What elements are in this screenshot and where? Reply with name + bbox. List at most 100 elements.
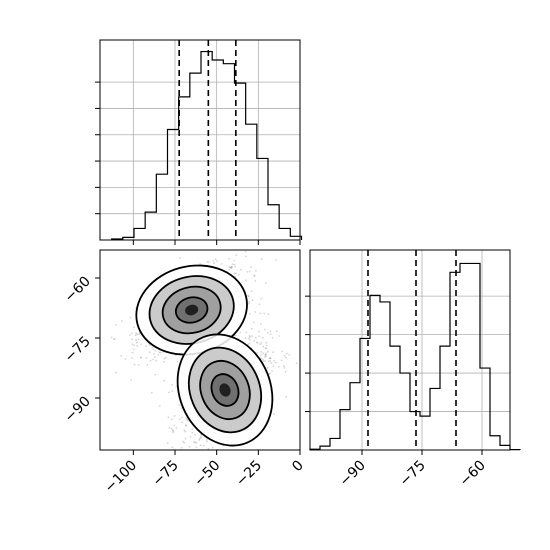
x-tick-label: −75 bbox=[150, 458, 182, 490]
histogram-step-y bbox=[309, 262, 521, 451]
scatter-point bbox=[148, 344, 151, 347]
scatter-point bbox=[131, 338, 133, 341]
scatter-point bbox=[152, 358, 155, 361]
scatter-point bbox=[91, 349, 93, 351]
scatter-point bbox=[176, 360, 179, 363]
scatter-point bbox=[168, 391, 170, 394]
scatter-point bbox=[194, 441, 197, 443]
scatter-point bbox=[154, 349, 157, 352]
scatter-point bbox=[152, 348, 155, 351]
axes-frame bbox=[99, 39, 301, 241]
scatter-point bbox=[206, 260, 209, 263]
scatter-point bbox=[132, 348, 135, 351]
y-tick-label: −90 bbox=[62, 394, 94, 426]
scatter-point bbox=[235, 334, 238, 337]
x-tick-label: −25 bbox=[233, 458, 265, 490]
contour-line bbox=[210, 373, 240, 407]
scatter-point bbox=[163, 379, 166, 382]
scatter-point bbox=[267, 360, 270, 363]
scatter-point bbox=[283, 366, 286, 369]
scatter-point bbox=[260, 297, 263, 300]
scatter-point bbox=[264, 354, 267, 356]
density-layer bbox=[91, 250, 298, 459]
scatter-point bbox=[157, 354, 160, 356]
scatter-point bbox=[266, 366, 269, 369]
scatter-point bbox=[267, 313, 270, 316]
scatter-point bbox=[251, 335, 254, 337]
scatter-point bbox=[245, 279, 248, 282]
scatter-point bbox=[264, 353, 267, 356]
scatter-point bbox=[235, 254, 238, 256]
scatter-point bbox=[200, 455, 202, 457]
scatter-point bbox=[182, 440, 185, 443]
scatter-point bbox=[234, 265, 237, 268]
scatter-point bbox=[247, 294, 250, 297]
scatter-point bbox=[248, 337, 250, 340]
scatter-point bbox=[278, 365, 280, 368]
axes-frame bbox=[309, 249, 511, 451]
scatter-point bbox=[137, 338, 140, 341]
scatter-point bbox=[265, 341, 268, 344]
scatter-point bbox=[259, 312, 262, 315]
scatter-point bbox=[264, 328, 266, 331]
scatter-point bbox=[171, 446, 174, 449]
scatter-point bbox=[155, 360, 158, 362]
scatter-point bbox=[206, 440, 208, 443]
scatter-point bbox=[180, 446, 183, 449]
scatter-point bbox=[186, 418, 189, 421]
scatter-point bbox=[251, 299, 254, 302]
scatter-point bbox=[166, 442, 169, 445]
scatter-point bbox=[269, 357, 272, 360]
scatter-point bbox=[265, 347, 267, 350]
scatter-point bbox=[233, 263, 236, 266]
scatter-point bbox=[248, 313, 251, 315]
scatter-point bbox=[113, 338, 115, 341]
scatter-point bbox=[273, 359, 275, 362]
scatter-point bbox=[250, 327, 253, 330]
scatter-point bbox=[268, 357, 271, 360]
scatter-point bbox=[264, 282, 267, 284]
scatter-point bbox=[253, 274, 256, 277]
scatter-point bbox=[151, 346, 154, 349]
scatter-point bbox=[211, 446, 214, 449]
scatter-point bbox=[275, 330, 278, 333]
scatter-point bbox=[114, 324, 117, 326]
scatter-point bbox=[271, 370, 273, 372]
scatter-point bbox=[129, 334, 131, 336]
scatter-point bbox=[231, 263, 234, 265]
scatter-point bbox=[248, 301, 250, 303]
scatter-point bbox=[230, 265, 233, 268]
scatter-point bbox=[249, 336, 252, 338]
scatter-point bbox=[255, 341, 258, 344]
histogram-panel-y: −90 −75 −60 bbox=[305, 249, 521, 490]
scatter-point bbox=[184, 457, 186, 459]
scatter-point bbox=[170, 427, 173, 430]
scatter-point bbox=[170, 418, 173, 421]
scatter-point bbox=[124, 358, 127, 360]
scatter-point bbox=[269, 333, 272, 335]
scatter-point bbox=[183, 441, 186, 444]
scatter-point bbox=[259, 343, 261, 346]
scatter-point bbox=[270, 362, 273, 364]
scatter-point bbox=[132, 326, 135, 329]
scatter-point bbox=[180, 416, 183, 419]
scatter-point bbox=[262, 360, 265, 363]
scatter-point bbox=[171, 384, 173, 386]
scatter-point bbox=[139, 356, 142, 359]
scatter-point bbox=[167, 456, 169, 458]
scatter-point bbox=[175, 427, 178, 429]
scatter-point bbox=[198, 439, 201, 441]
scatter-point bbox=[154, 356, 156, 359]
scatter-point bbox=[285, 395, 288, 398]
scatter-point bbox=[140, 356, 142, 359]
scatter-point bbox=[228, 266, 231, 268]
scatter-point bbox=[153, 353, 155, 355]
scatter-point bbox=[240, 268, 242, 271]
y-tick-label: −60 bbox=[62, 274, 94, 306]
scatter-point bbox=[280, 359, 283, 362]
scatter-point bbox=[269, 357, 271, 359]
x-tick-label: −50 bbox=[191, 458, 223, 490]
scatter-point bbox=[253, 275, 256, 278]
scatter-point bbox=[262, 359, 264, 361]
y-tick-label: −75 bbox=[62, 334, 94, 366]
